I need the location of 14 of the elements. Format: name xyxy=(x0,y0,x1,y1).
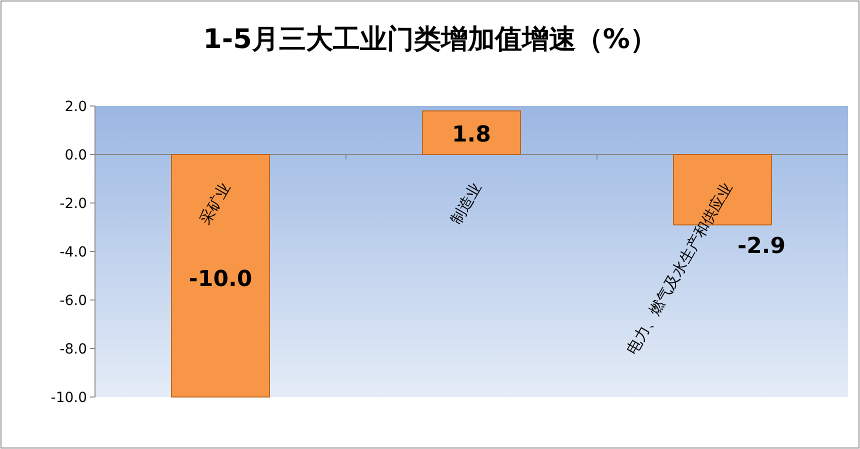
data-label: -2.9 xyxy=(737,234,786,259)
y-tick-label: 2.0 xyxy=(64,99,87,115)
x-tick-label: 电力、燃气及水生产和供应业 xyxy=(622,180,736,358)
y-tick-label: -6.0 xyxy=(60,293,87,309)
y-tick-label: -8.0 xyxy=(60,342,87,358)
x-tick-label: 制造业 xyxy=(446,180,485,228)
y-tick-label: 0.0 xyxy=(64,148,87,164)
y-tick-label: -2.0 xyxy=(60,196,87,212)
data-label: 1.8 xyxy=(452,122,491,148)
chart-title: 1-5月三大工业门类增加值增速（%） xyxy=(203,24,657,55)
y-tick-label: -4.0 xyxy=(60,244,87,260)
y-tick-label: -10.0 xyxy=(50,390,87,406)
x-tick-label: 采矿业 xyxy=(196,180,234,228)
data-label: -10.0 xyxy=(188,266,252,292)
